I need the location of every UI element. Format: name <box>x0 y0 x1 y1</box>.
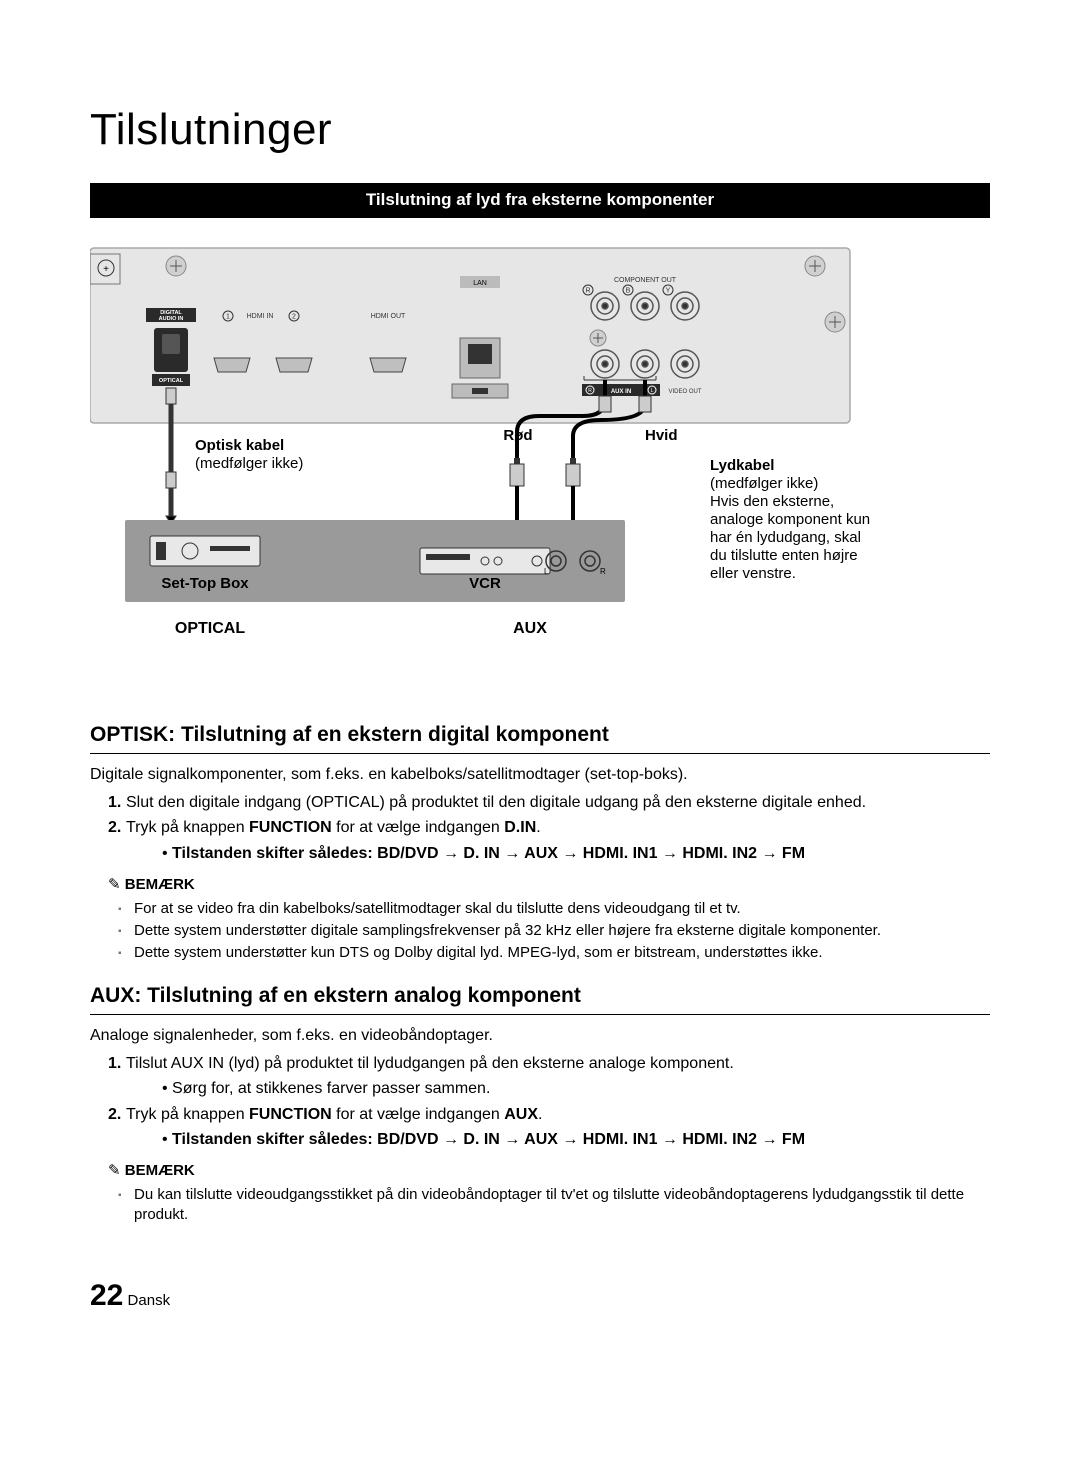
list-item: Dette system understøtter digitale sampl… <box>134 921 990 941</box>
optical-steps: 1.Slut den digitale indgang (OPTICAL) på… <box>90 792 990 865</box>
svg-text:Lydkabel: Lydkabel <box>710 457 774 474</box>
svg-text:Hvis den eksterne,: Hvis den eksterne, <box>710 493 834 510</box>
list-item: For at se video fra din kabelboks/satell… <box>134 899 990 919</box>
svg-text:OPTICAL: OPTICAL <box>159 378 184 384</box>
svg-text:HDMI OUT: HDMI OUT <box>371 313 406 320</box>
svg-text:COMPONENT OUT: COMPONENT OUT <box>614 277 677 284</box>
page-footer: 22 Dansk <box>90 1276 990 1317</box>
svg-text:Set-Top Box: Set-Top Box <box>161 575 249 592</box>
audio-cable-callout: Lydkabel (medfølger ikke) Hvis den ekste… <box>710 457 870 582</box>
list-item: 1.Slut den digitale indgang (OPTICAL) på… <box>108 792 990 814</box>
svg-text:eller venstre.: eller venstre. <box>710 565 796 582</box>
aux-notes: Du kan tilslutte videoudgangsstikket på … <box>90 1185 990 1226</box>
svg-text:LAN: LAN <box>473 280 487 287</box>
optical-cable-sub: (medfølger ikke) <box>195 455 303 472</box>
note-heading: BEMÆRK <box>108 1161 990 1181</box>
optical-heading: OPTISK: Tilslutning af en ekstern digita… <box>90 721 990 754</box>
optical-cable-title: Optisk kabel <box>195 437 284 454</box>
svg-text:B: B <box>626 288 631 295</box>
svg-text:R: R <box>588 388 592 394</box>
list-item: 1.Tilslut AUX IN (lyd) på produktet til … <box>108 1053 990 1100</box>
svg-text:+: + <box>103 264 109 275</box>
optical-method-label: OPTICAL <box>175 620 245 637</box>
set-top-box-icon: Set-Top Box <box>150 536 260 592</box>
svg-text:HDMI IN: HDMI IN <box>247 313 274 320</box>
note-heading: BEMÆRK <box>108 875 990 895</box>
svg-text:du tilslutte enten højre: du tilslutte enten højre <box>710 547 858 564</box>
connection-diagram: + DIGITAL AUDIO IN OPTICAL 1 HDMI IN 2 H… <box>90 238 990 678</box>
svg-text:R: R <box>600 567 606 576</box>
optical-intro: Digitale signalkomponenter, som f.eks. e… <box>90 764 990 786</box>
aux-steps: 1.Tilslut AUX IN (lyd) på produktet til … <box>90 1053 990 1151</box>
svg-text:L: L <box>544 567 549 576</box>
red-label: Rød <box>503 427 532 444</box>
svg-text:R: R <box>585 288 590 295</box>
svg-text:L: L <box>651 388 654 394</box>
svg-text:VIDEO OUT: VIDEO OUT <box>668 389 701 395</box>
svg-text:Y: Y <box>666 288 671 295</box>
section-banner: Tilslutning af lyd fra eksterne komponen… <box>90 183 990 218</box>
optical-notes: For at se video fra din kabelboks/satell… <box>90 899 990 964</box>
list-item: Dette system understøtter kun DTS og Dol… <box>134 943 990 963</box>
page-title: Tilslutninger <box>90 100 990 159</box>
svg-text:VCR: VCR <box>469 575 501 592</box>
list-item: 2. Tryk på knappen FUNCTION for at vælge… <box>108 1104 990 1151</box>
list-item: Du kan tilslutte videoudgangsstikket på … <box>134 1185 990 1226</box>
svg-text:har én lydudgang, skal: har én lydudgang, skal <box>710 529 861 546</box>
svg-text:(medfølger ikke): (medfølger ikke) <box>710 475 818 492</box>
white-label: Hvid <box>645 427 678 444</box>
svg-text:2: 2 <box>292 314 296 321</box>
aux-method-label: AUX <box>513 620 547 637</box>
aux-heading: AUX: Tilslutning af en ekstern analog ko… <box>90 982 990 1015</box>
list-item: 2. Tryk på knappen FUNCTION for at vælge… <box>108 817 990 864</box>
svg-text:1: 1 <box>226 314 230 321</box>
aux-intro: Analoge signalenheder, som f.eks. en vid… <box>90 1025 990 1047</box>
svg-text:AUX IN: AUX IN <box>611 389 631 395</box>
svg-text:analoge komponent kun: analoge komponent kun <box>710 511 870 528</box>
svg-text:AUDIO IN: AUDIO IN <box>159 316 184 322</box>
